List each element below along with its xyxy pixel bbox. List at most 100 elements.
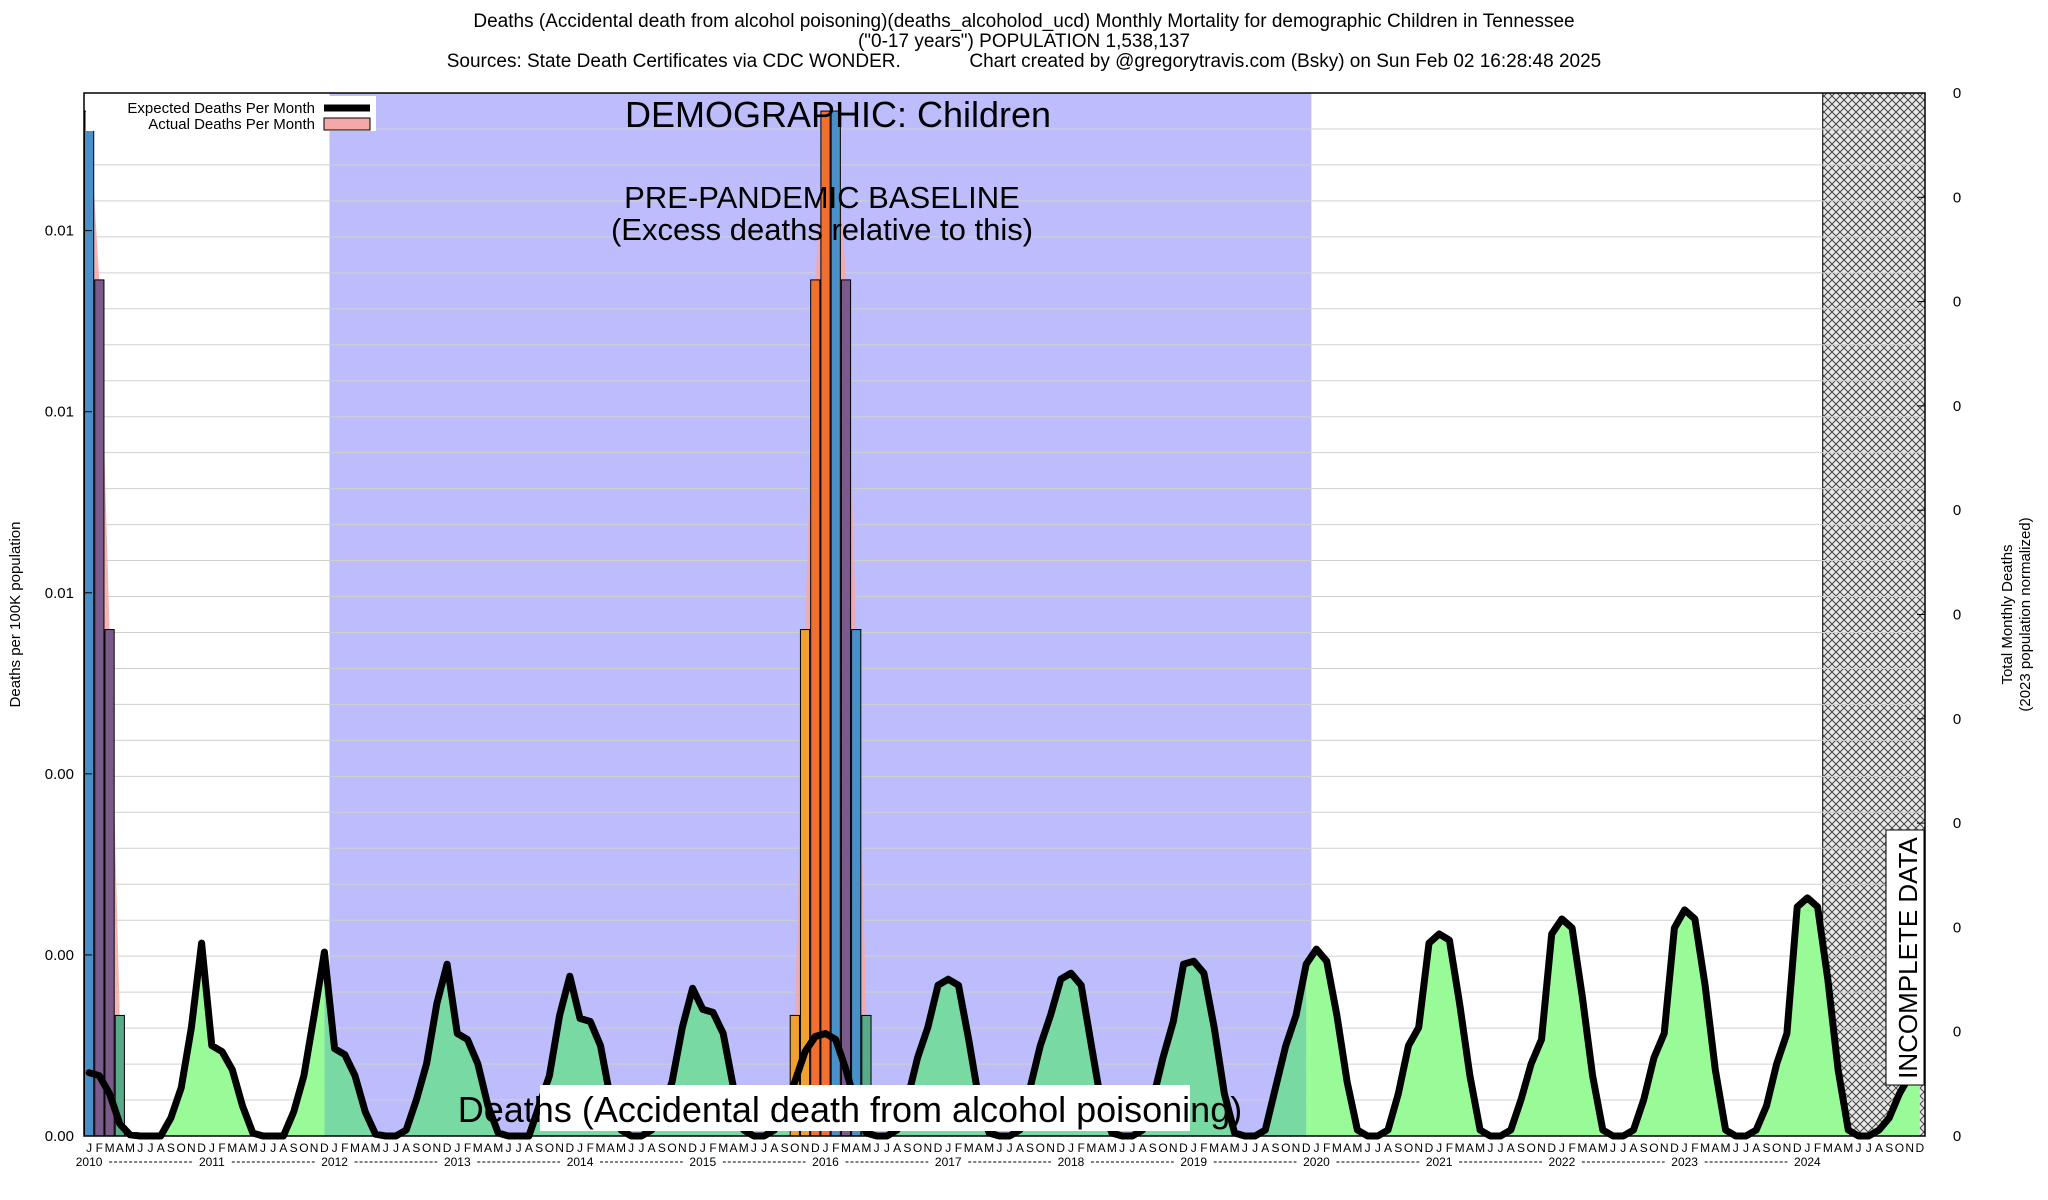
actual-deaths-bar: [830, 110, 841, 1137]
chart-source-line: Sources: State Death Certificates via CD…: [446, 51, 1602, 72]
month-tick-label: D: [443, 1141, 452, 1155]
month-tick-label: A: [770, 1141, 778, 1155]
month-tick-label: F: [955, 1141, 962, 1155]
right-tick-label: 0: [1953, 502, 1961, 519]
month-tick-label: J: [1252, 1141, 1258, 1155]
month-tick-label: F: [218, 1141, 225, 1155]
month-tick-label: S: [412, 1141, 420, 1155]
month-tick-label: A: [1261, 1141, 1269, 1155]
left-tick-label: 0.01: [45, 585, 74, 602]
month-tick-label: D: [1179, 1141, 1188, 1155]
month-tick-label: J: [383, 1141, 389, 1155]
month-tick-label: M: [493, 1141, 503, 1155]
expected-area: [89, 943, 325, 1136]
month-tick-label: M: [370, 1141, 380, 1155]
month-tick-label: A: [893, 1141, 901, 1155]
year-tick-label: 2024: [1794, 1155, 1821, 1169]
month-tick-label: M: [1721, 1141, 1731, 1155]
month-tick-label: J: [884, 1141, 890, 1155]
month-tick-label: A: [157, 1141, 165, 1155]
expected-area: [1306, 897, 1920, 1136]
left-tick-label: 0.00: [45, 1128, 74, 1145]
month-tick-label: M: [1107, 1141, 1117, 1155]
month-tick-label: S: [1885, 1141, 1893, 1155]
month-tick-label: A: [1834, 1141, 1842, 1155]
month-tick-label: M: [964, 1141, 974, 1155]
month-tick-label: N: [801, 1141, 810, 1155]
month-tick-label: A: [1139, 1141, 1147, 1155]
right-tick-label: 0: [1953, 294, 1961, 311]
month-tick-label: J: [1313, 1141, 1319, 1155]
year-tick-label: 2013: [444, 1155, 471, 1169]
month-tick-label: O: [1404, 1141, 1413, 1155]
month-tick-label: A: [607, 1141, 615, 1155]
month-tick-label: J: [996, 1141, 1002, 1155]
month-tick-label: S: [1272, 1141, 1280, 1155]
month-tick-label: J: [945, 1141, 951, 1155]
month-tick-label: J: [260, 1141, 266, 1155]
month-tick-label: J: [209, 1141, 215, 1155]
month-tick-label: S: [1394, 1141, 1402, 1155]
month-tick-label: M: [596, 1141, 606, 1155]
month-tick-label: S: [167, 1141, 175, 1155]
month-tick-label: M: [105, 1141, 115, 1155]
month-tick-label: D: [565, 1141, 574, 1155]
month-tick-label: F: [1323, 1141, 1330, 1155]
month-tick-label: N: [1046, 1141, 1055, 1155]
chart-subtitle: ("0-17 years") POPULATION 1,538,137: [857, 31, 1191, 52]
month-tick-label: J: [516, 1141, 522, 1155]
month-tick-label: J: [505, 1141, 511, 1155]
year-tick-label: 2023: [1671, 1155, 1698, 1169]
month-tick-label: J: [1119, 1141, 1125, 1155]
month-tick-label: J: [332, 1141, 338, 1155]
month-tick-label: O: [299, 1141, 308, 1155]
year-tick-label: 2010: [76, 1155, 103, 1169]
month-tick-label: N: [310, 1141, 319, 1155]
month-tick-label: D: [1547, 1141, 1556, 1155]
month-tick-label: A: [361, 1141, 369, 1155]
month-tick-label: M: [473, 1141, 483, 1155]
month-tick-label: S: [903, 1141, 911, 1155]
month-tick-label: J: [1620, 1141, 1626, 1155]
month-tick-label: J: [1856, 1141, 1862, 1155]
month-tick-label: M: [841, 1141, 851, 1155]
month-tick-label: A: [402, 1141, 410, 1155]
month-tick-label: A: [484, 1141, 492, 1155]
month-tick-label: N: [187, 1141, 196, 1155]
month-tick-label: J: [1375, 1141, 1381, 1155]
month-tick-label: J: [638, 1141, 644, 1155]
month-tick-label: D: [197, 1141, 206, 1155]
legend-label-actual: Actual Deaths Per Month: [148, 116, 315, 133]
legend-label-expected: Expected Deaths Per Month: [127, 100, 315, 117]
month-tick-label: A: [1507, 1141, 1515, 1155]
year-tick-label: 2021: [1426, 1155, 1453, 1169]
month-tick-label: O: [1895, 1141, 1904, 1155]
month-tick-label: A: [1875, 1141, 1883, 1155]
right-tick-label: 0: [1953, 1024, 1961, 1041]
month-tick-label: M: [1843, 1141, 1853, 1155]
baseline-annotation-note: (Excess deaths relative to this): [611, 212, 1033, 247]
chart-title: Deaths (Accidental death from alcohol po…: [473, 11, 1575, 32]
year-tick-label: 2018: [1058, 1155, 1085, 1169]
month-tick-label: J: [577, 1141, 583, 1155]
month-tick-label: D: [934, 1141, 943, 1155]
month-tick-label: J: [823, 1141, 829, 1155]
month-tick-label: F: [709, 1141, 716, 1155]
month-tick-label: A: [1220, 1141, 1228, 1155]
year-tick-label: 2019: [1180, 1155, 1207, 1169]
month-tick-label: O: [1649, 1141, 1658, 1155]
month-tick-label: F: [1814, 1141, 1821, 1155]
month-tick-label: S: [535, 1141, 543, 1155]
incomplete-label-box: [1885, 829, 1925, 1086]
month-tick-label: A: [1016, 1141, 1024, 1155]
month-tick-label: J: [137, 1141, 143, 1155]
y-axis-label-right-note: (2023 population normalized): [2017, 517, 2034, 711]
month-tick-label: J: [761, 1141, 767, 1155]
month-tick-label: S: [658, 1141, 666, 1155]
month-tick-label: N: [1292, 1141, 1301, 1155]
month-tick-label: S: [1517, 1141, 1525, 1155]
month-tick-label: J: [86, 1141, 92, 1155]
bottom-label: Deaths (Accidental death from alcohol po…: [458, 1089, 1242, 1130]
month-tick-label: D: [320, 1141, 329, 1155]
month-tick-label: J: [1804, 1141, 1810, 1155]
